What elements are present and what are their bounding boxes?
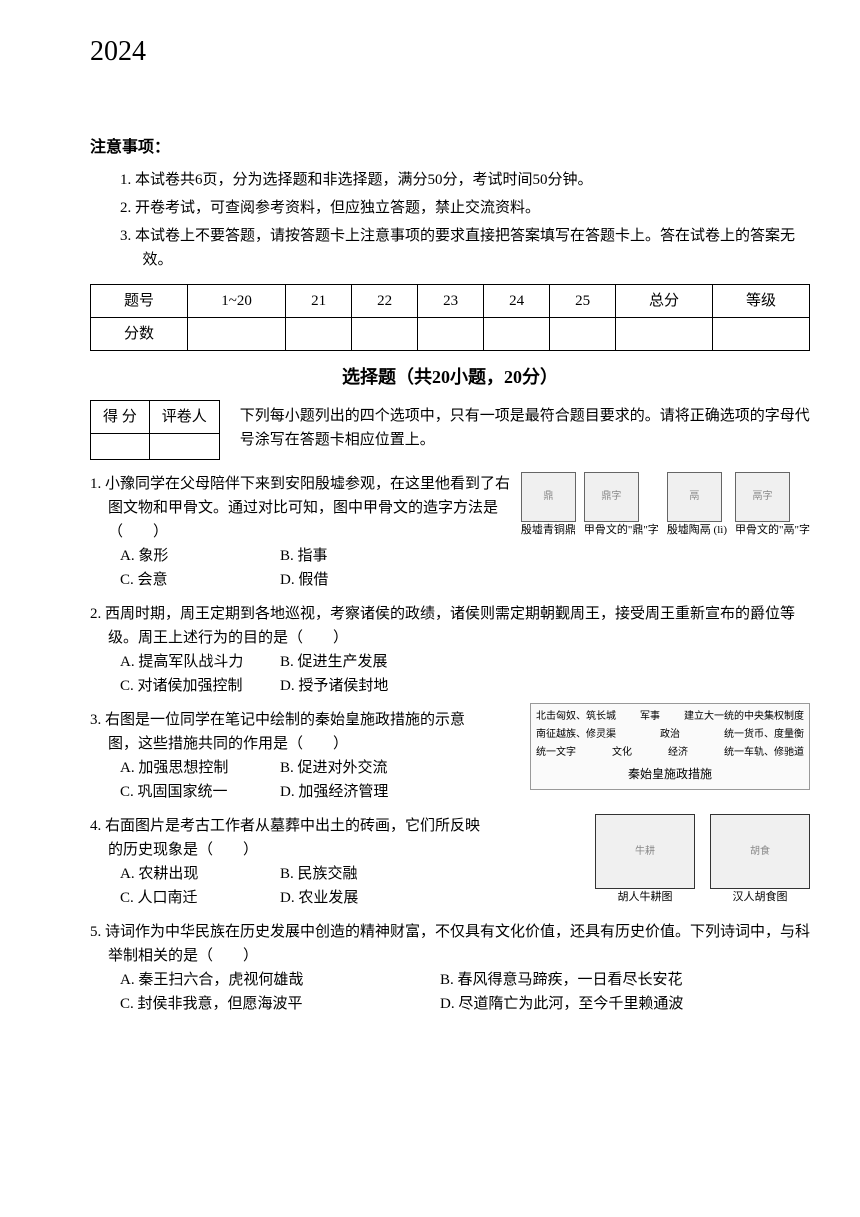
diagram-item: 政治	[660, 727, 680, 743]
option-b: B. 民族交融	[280, 862, 440, 886]
question-text: 3. 右图是一位同学在笔记中绘制的秦始皇施政措施的示意图，这些措施共同的作用是（…	[90, 708, 490, 756]
option-b: B. 指事	[280, 544, 440, 568]
figure-label: 胡人牛耕图	[595, 891, 695, 904]
grader-cell	[91, 434, 150, 460]
notice-item: 1. 本试卷共6页，分为选择题和非选择题，满分50分，考试时间50分钟。	[120, 168, 810, 192]
option-a: A. 秦王扫六合，虎视何雄哉	[120, 968, 440, 992]
section-title: 选择题（共20小题，20分）	[90, 363, 810, 392]
question-text: 1. 小豫同学在父母陪伴下来到安阳殷墟参观，在这里他看到了右图文物和甲骨文。通过…	[90, 472, 511, 544]
figure-label: 甲骨文的"鬲"字	[735, 524, 810, 537]
score-table: 题号 1~20 21 22 23 24 25 总分 等级 分数	[90, 284, 810, 351]
grader-score-label: 得 分	[91, 401, 150, 434]
option-b: B. 促进对外交流	[280, 756, 440, 780]
option-a: A. 象形	[120, 544, 280, 568]
table-header: 25	[550, 285, 616, 318]
score-cell	[484, 318, 550, 351]
q1-figures: 鼎 殷墟青铜鼎 鼎字 甲骨文的"鼎"字 鬲 殷墟陶鬲 (lì) 鬲字 甲骨文的"…	[521, 472, 810, 592]
notice-item: 3. 本试卷上不要答题，请按答题卡上注意事项的要求直接把答案填写在答题卡上。答在…	[120, 224, 810, 272]
figure-image: 鬲	[667, 472, 722, 522]
option-d: D. 农业发展	[280, 886, 440, 910]
figure-label: 甲骨文的"鼎"字	[584, 524, 659, 537]
option-c: C. 会意	[120, 568, 280, 592]
question-1: 1. 小豫同学在父母陪伴下来到安阳殷墟参观，在这里他看到了右图文物和甲骨文。通过…	[90, 472, 810, 592]
question-text: 2. 西周时期，周王定期到各地巡视，考察诸侯的政绩，诸侯则需定期朝觐周王，接受周…	[90, 602, 810, 650]
option-b: B. 促进生产发展	[280, 650, 440, 674]
diagram-item: 北击匈奴、筑长城	[536, 709, 616, 725]
option-d: D. 加强经济管理	[280, 780, 440, 804]
grader-cell	[149, 434, 219, 460]
year-heading: 2024	[90, 30, 810, 75]
option-a: A. 农耕出现	[120, 862, 280, 886]
score-cell	[187, 318, 285, 351]
table-header: 21	[286, 285, 352, 318]
score-cell	[550, 318, 616, 351]
q3-diagram: 北击匈奴、筑长城 军事 建立大一统的中央集权制度 南征越族、修灵渠 政治 统一货…	[530, 703, 810, 790]
table-row: 分数	[91, 318, 810, 351]
table-header: 题号	[91, 285, 188, 318]
table-header: 总分	[616, 285, 713, 318]
score-cell	[352, 318, 418, 351]
diagram-item: 统一货币、度量衡	[724, 727, 804, 743]
option-d: D. 假借	[280, 568, 440, 592]
grader-table: 得 分 评卷人	[90, 400, 220, 460]
diagram-item: 统一车轨、修驰道	[724, 745, 804, 761]
option-c: C. 人口南迁	[120, 886, 280, 910]
question-4: 牛耕 胡人牛耕图 胡食 汉人胡食图 4. 右面图片是考古工作者从墓葬中出土的砖画…	[90, 814, 810, 910]
option-a: A. 提高军队战斗力	[120, 650, 280, 674]
question-5: 5. 诗词作为中华民族在历史发展中创造的精神财富，不仅具有文化价值，还具有历史价…	[90, 920, 810, 1016]
figure-image: 胡食	[710, 814, 810, 889]
figure-image: 牛耕	[595, 814, 695, 889]
table-row: 题号 1~20 21 22 23 24 25 总分 等级	[91, 285, 810, 318]
option-c: C. 对诸侯加强控制	[120, 674, 280, 698]
diagram-item: 文化	[612, 745, 632, 761]
option-a: A. 加强思想控制	[120, 756, 280, 780]
table-header: 24	[484, 285, 550, 318]
grader-row: 得 分 评卷人 下列每小题列出的四个选项中，只有一项是最符合题目要求的。请将正确…	[90, 400, 810, 460]
q4-figures: 牛耕 胡人牛耕图 胡食 汉人胡食图	[595, 814, 810, 904]
diagram-caption: 秦始皇施政措施	[536, 765, 804, 784]
figure-label: 殷墟青铜鼎	[521, 524, 576, 537]
figure-image: 鬲字	[735, 472, 790, 522]
figure-label: 殷墟陶鬲 (lì)	[667, 524, 727, 537]
question-3: 北击匈奴、筑长城 军事 建立大一统的中央集权制度 南征越族、修灵渠 政治 统一货…	[90, 708, 810, 804]
diagram-item: 军事	[640, 709, 660, 725]
question-text: 4. 右面图片是考古工作者从墓葬中出土的砖画，它们所反映的历史现象是（ ）	[90, 814, 490, 862]
option-b: B. 春风得意马蹄疾，一日看尽长安花	[440, 968, 760, 992]
diagram-item: 南征越族、修灵渠	[536, 727, 616, 743]
table-header: 23	[418, 285, 484, 318]
score-cell	[713, 318, 810, 351]
notice-item: 2. 开卷考试，可查阅参考资料，但应独立答题，禁止交流资料。	[120, 196, 810, 220]
row-label: 分数	[91, 318, 188, 351]
notice-list: 1. 本试卷共6页，分为选择题和非选择题，满分50分，考试时间50分钟。 2. …	[90, 168, 810, 272]
question-text: 5. 诗词作为中华民族在历史发展中创造的精神财富，不仅具有文化价值，还具有历史价…	[90, 920, 810, 968]
diagram-item: 统一文字	[536, 745, 576, 761]
option-d: D. 尽道隋亡为此河，至今千里赖通波	[440, 992, 760, 1016]
score-cell	[418, 318, 484, 351]
question-2: 2. 西周时期，周王定期到各地巡视，考察诸侯的政绩，诸侯则需定期朝觐周王，接受周…	[90, 602, 810, 698]
option-c: C. 巩固国家统一	[120, 780, 280, 804]
figure-label: 汉人胡食图	[710, 891, 810, 904]
option-d: D. 授予诸侯封地	[280, 674, 440, 698]
instruction-text: 下列每小题列出的四个选项中，只有一项是最符合题目要求的。请将正确选项的字母代号涂…	[240, 400, 810, 452]
diagram-item: 经济	[668, 745, 688, 761]
score-cell	[616, 318, 713, 351]
figure-image: 鼎	[521, 472, 576, 522]
table-header: 等级	[713, 285, 810, 318]
score-cell	[286, 318, 352, 351]
figure-image: 鼎字	[584, 472, 639, 522]
diagram-item: 建立大一统的中央集权制度	[684, 709, 804, 725]
option-c: C. 封侯非我意，但愿海波平	[120, 992, 440, 1016]
table-header: 22	[352, 285, 418, 318]
table-header: 1~20	[187, 285, 285, 318]
notice-title: 注意事项：	[90, 135, 810, 161]
grader-label: 评卷人	[149, 401, 219, 434]
